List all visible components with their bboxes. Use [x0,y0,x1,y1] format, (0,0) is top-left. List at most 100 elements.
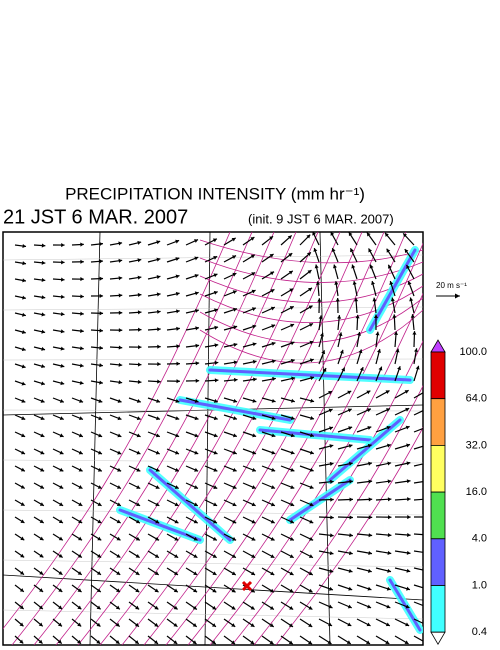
wind-head [96,588,101,593]
wind-head [58,588,63,592]
wind-head [40,450,45,455]
wind-head [117,450,122,455]
wind-head [358,349,363,354]
wind-head [251,467,256,472]
wind-arrow [413,533,423,536]
wind-head [386,586,391,591]
wind-head [328,408,333,413]
wind-head [289,536,294,541]
wind-head [269,253,274,258]
wind-head [174,519,179,524]
wind-head [117,467,122,472]
wind-head [211,623,216,627]
wind-head [176,326,180,331]
wind-head [270,536,275,541]
wind-head [138,327,142,332]
wind-head [60,312,65,317]
wind-head [211,640,216,645]
wind-head [306,252,311,257]
isobar [143,232,385,645]
wind-head [98,399,103,403]
wind-head [136,433,141,438]
wind-head [348,461,353,466]
wind-head [271,485,276,489]
wind-head [194,433,199,438]
wind-head [135,588,140,593]
wind-head [134,640,139,644]
isobar [3,232,231,630]
wind-head [137,258,142,263]
wind-head [290,450,295,455]
wind-head [410,314,415,318]
wind-head [116,485,121,489]
wind-head [154,640,158,644]
wind-head [368,497,373,502]
wind-head [334,281,339,285]
wind-head [20,553,25,558]
wind-head [329,568,334,573]
wind-head [404,640,409,644]
wind-head [213,290,218,295]
wind-head [117,399,122,403]
wind-head [387,264,392,269]
wind-head [20,519,25,523]
wind-head [348,426,353,431]
wind-head [338,332,343,337]
wind-head [157,362,161,367]
wind-head [378,366,383,371]
wind-head [390,297,395,302]
wind-head [138,345,142,350]
wind-head [99,293,104,299]
wind-head [317,298,322,302]
wind-head [308,623,313,627]
wind-head [136,502,141,507]
wind-head [412,331,417,335]
wind-head [233,377,238,382]
wind-head [289,605,294,610]
wind-head [175,398,180,403]
wind-head [59,467,64,472]
wind-head [322,368,327,373]
wind-head [271,433,276,438]
isobar [55,232,297,645]
wind-head [385,232,389,237]
isobar [253,385,423,645]
wind-head [99,328,104,333]
wind-head [376,349,381,353]
wind-head [386,425,391,430]
wind-head [192,605,197,610]
init-time: (init. 9 JST 6 MAR. 2007) [248,211,394,226]
wind-head [232,502,237,507]
colorbar-box [430,351,446,400]
wind-head [233,325,238,330]
wind-head [250,640,255,645]
wind-head [21,433,26,438]
wind-head [59,416,64,421]
wind-head [314,264,319,269]
wind-head [78,519,83,524]
wind-head [307,270,312,274]
colorbar-box [430,398,446,446]
wind-head [118,345,123,350]
wind-head [212,519,217,524]
wind-head [22,261,27,266]
wind-head [366,640,371,644]
wind-head [270,554,275,558]
wind-head [270,271,275,276]
wind-head [176,344,180,349]
wind-head [270,502,275,507]
wind-head [118,328,123,333]
wind-head [424,408,428,412]
wind-head [135,554,140,558]
wind-head [405,425,410,430]
wind-head [366,408,371,413]
wind-head [290,358,295,363]
wind-head [39,502,44,506]
wind-head [136,450,141,455]
wind-head [232,255,237,260]
wind-head [80,328,84,334]
colorbar-under [430,631,446,645]
wind-head [232,536,237,541]
wind-head [250,605,255,610]
wind-head [308,606,313,610]
